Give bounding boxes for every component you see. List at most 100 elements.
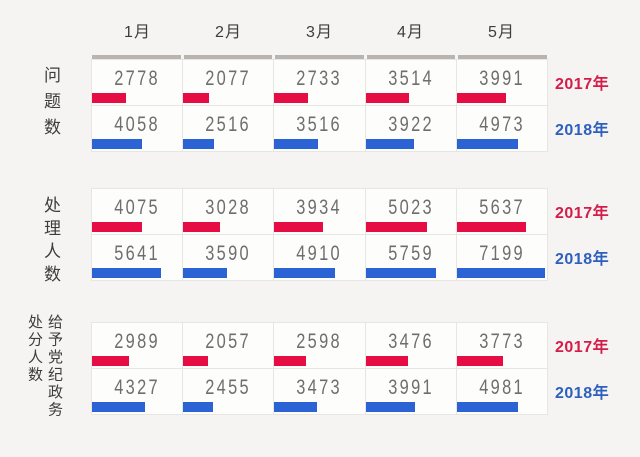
value-cell: 2455 — [183, 369, 274, 414]
value-label: 3473 — [296, 376, 343, 399]
value-cell: 2733 — [274, 60, 365, 105]
bar-2018 — [183, 268, 228, 278]
value-cell: 4973 — [456, 106, 547, 151]
value-label: 2598 — [296, 330, 343, 353]
column-top-rule — [366, 55, 456, 59]
bar-2018 — [274, 268, 335, 278]
bar-2017 — [274, 222, 323, 232]
bar-2018 — [92, 139, 142, 149]
value-cell: 2989 — [92, 323, 183, 368]
column-top-rule — [183, 55, 273, 59]
month-label-1: 1月 — [124, 24, 151, 41]
value-cell: 3473 — [274, 369, 365, 414]
value-label: 3991 — [478, 67, 525, 90]
month-label-4: 4月 — [397, 24, 424, 41]
year-label-2018: 2018年 — [555, 122, 610, 139]
value-cell: 3028 — [183, 189, 274, 234]
bar-2018 — [456, 402, 518, 412]
value-cell: 4075 — [92, 189, 183, 234]
month-header-row: 1月 2月 3月 4月 5月 — [92, 18, 547, 42]
bar-2017 — [274, 93, 308, 103]
value-label: 5759 — [387, 242, 434, 265]
bar-2018 — [274, 402, 317, 412]
value-label: 2516 — [205, 113, 252, 136]
year-label-2018: 2018年 — [555, 251, 610, 268]
bar-2017 — [456, 222, 526, 232]
value-label: 4973 — [478, 113, 525, 136]
value-cell: 2598 — [274, 323, 365, 368]
year-label-2017: 2017年 — [555, 205, 610, 222]
value-cell: 4058 — [92, 106, 183, 151]
column-top-rule — [275, 55, 364, 59]
value-label: 4981 — [478, 376, 525, 399]
value-cell: 2077 — [183, 60, 274, 105]
category-label-2: 给予党纪政务处分人数 — [26, 314, 63, 419]
value-label: 2989 — [114, 330, 160, 353]
value-cell: 5023 — [365, 189, 456, 234]
value-label: 2057 — [205, 330, 252, 353]
column-top-rule — [92, 55, 181, 59]
value-cell: 3590 — [183, 235, 274, 280]
value-label: 3028 — [205, 196, 252, 219]
bar-2017 — [92, 222, 142, 232]
month-label-2: 2月 — [215, 24, 242, 41]
value-label: 3934 — [296, 196, 343, 219]
value-cell: 5641 — [92, 235, 183, 280]
value-cell: 5759 — [365, 235, 456, 280]
value-cell: 2778 — [92, 60, 183, 105]
value-label: 5023 — [387, 196, 434, 219]
bar-2017 — [92, 93, 127, 103]
category-label-1: 处理人数 — [41, 196, 60, 288]
bar-2017 — [365, 222, 428, 232]
value-label: 4910 — [296, 242, 343, 265]
section-table-1: 4075 3028 3934 5023 5637 5641 3590 4910 5759 7199 — [91, 188, 548, 281]
year-label-2017: 2017年 — [555, 76, 610, 93]
section-table-2: 2989 2057 2598 3476 3773 4327 2455 3473 3991 4981 — [91, 322, 548, 415]
bar-2017 — [456, 356, 504, 366]
value-cell: 2516 — [183, 106, 274, 151]
value-label: 3773 — [478, 330, 525, 353]
value-label: 3922 — [387, 113, 434, 136]
category-label-0: 问题数 — [41, 66, 60, 144]
bar-2018 — [92, 402, 146, 412]
value-cell: 3516 — [274, 106, 365, 151]
value-label: 2455 — [205, 376, 252, 399]
value-label: 7199 — [478, 242, 525, 265]
year-label-2017: 2017年 — [555, 339, 610, 356]
bar-2018 — [92, 268, 162, 278]
section-table-0: 2778 2077 2733 3514 3991 4058 2516 3516 3922 4973 — [91, 59, 548, 152]
value-cell: 2057 — [183, 323, 274, 368]
bar-2017 — [365, 93, 409, 103]
value-label: 5641 — [114, 242, 160, 265]
month-label-3: 3月 — [306, 24, 333, 41]
value-label: 2077 — [205, 67, 252, 90]
value-label: 4058 — [114, 113, 160, 136]
bar-2018 — [183, 139, 215, 149]
value-cell: 4981 — [456, 369, 547, 414]
value-label: 4327 — [114, 376, 160, 399]
value-cell: 3991 — [456, 60, 547, 105]
value-cell: 4910 — [274, 235, 365, 280]
bar-2018 — [183, 402, 214, 412]
value-label: 4075 — [114, 196, 160, 219]
value-cell: 3514 — [365, 60, 456, 105]
value-label: 2778 — [114, 67, 160, 90]
value-label: 3516 — [296, 113, 343, 136]
bar-2017 — [365, 356, 409, 366]
bar-2017 — [183, 356, 209, 366]
bar-2018 — [456, 268, 546, 278]
bar-2018 — [365, 268, 437, 278]
value-label: 3991 — [387, 376, 434, 399]
value-cell: 4327 — [92, 369, 183, 414]
value-cell: 3922 — [365, 106, 456, 151]
column-top-rule — [458, 55, 547, 59]
bar-2018 — [365, 402, 415, 412]
column-top-rules — [92, 55, 547, 59]
value-label: 3476 — [387, 330, 434, 353]
bar-2017 — [92, 356, 129, 366]
value-cell: 5637 — [456, 189, 547, 234]
year-label-2018: 2018年 — [555, 385, 610, 402]
bar-2018 — [274, 139, 318, 149]
value-cell: 3991 — [365, 369, 456, 414]
